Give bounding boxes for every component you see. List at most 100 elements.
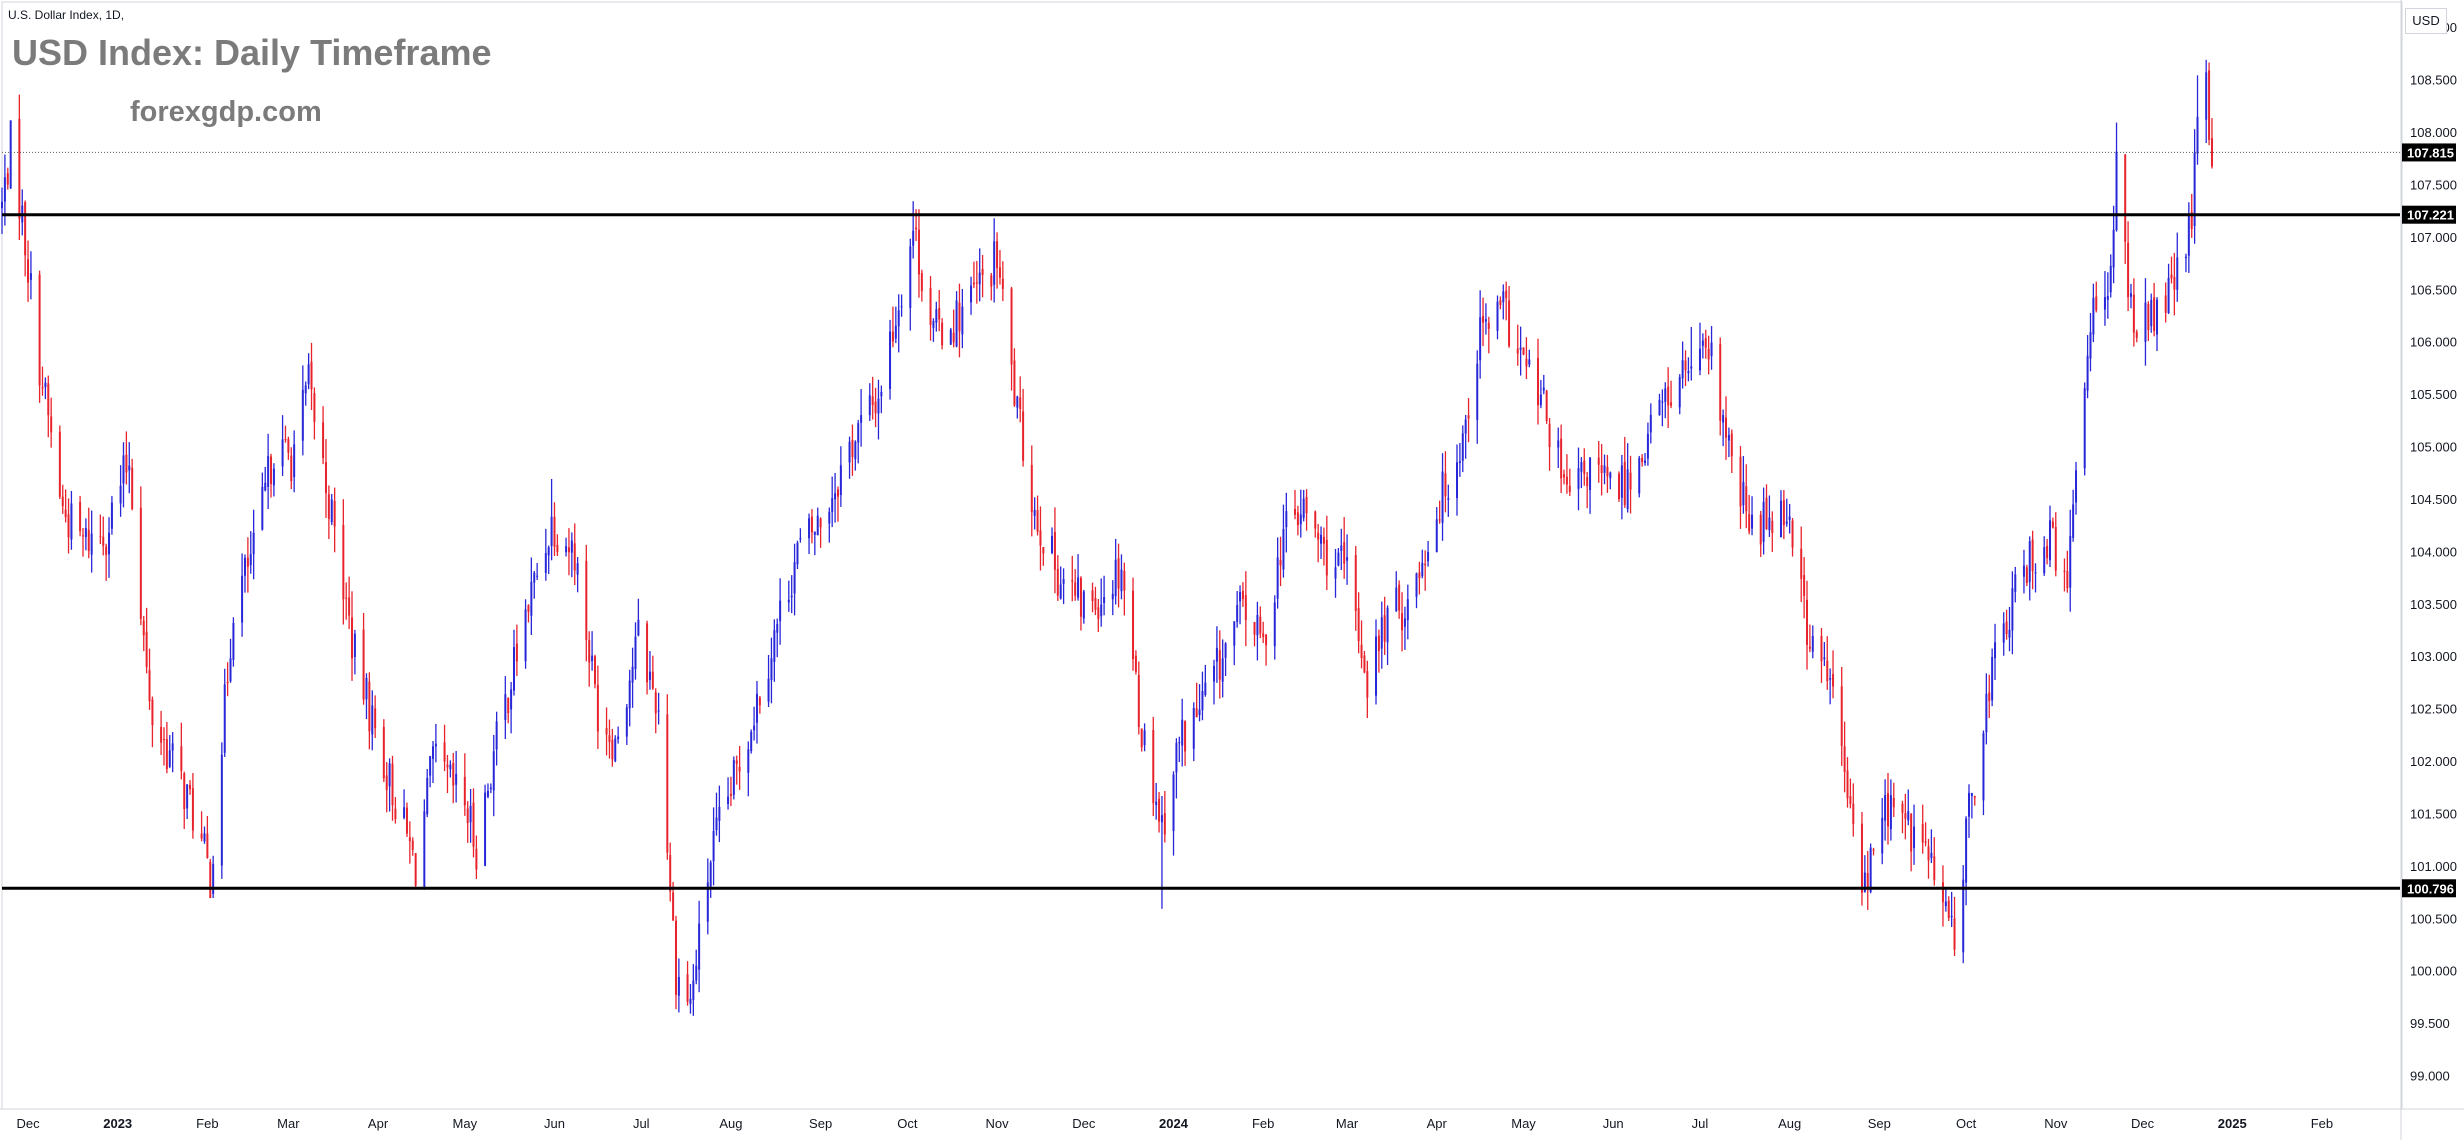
- candle-body: [1658, 399, 1661, 415]
- candle-body: [2054, 527, 2057, 571]
- candle-body: [1641, 457, 1644, 463]
- candle-body: [1016, 396, 1019, 408]
- candle-body: [1030, 464, 1033, 513]
- candle-body: [102, 536, 105, 546]
- candle-body: [1427, 552, 1430, 562]
- candle-body: [284, 439, 287, 441]
- candle-body: [388, 763, 391, 787]
- candle-body: [1872, 849, 1875, 851]
- x-tick-label: Aug: [1778, 1116, 1801, 1131]
- y-tick-label: 102.500: [2410, 702, 2457, 717]
- candle-body: [243, 557, 246, 576]
- candle-body: [1927, 846, 1930, 861]
- candle-body: [1276, 557, 1279, 599]
- candle-body: [79, 502, 82, 532]
- candle-body: [834, 493, 837, 500]
- candle-body: [1082, 591, 1085, 619]
- candle-body: [1013, 360, 1016, 406]
- candle-body: [2153, 297, 2156, 332]
- candle-body: [1667, 386, 1670, 406]
- price-axis[interactable]: 109.000108.500108.000107.500107.000106.5…: [2402, 20, 2457, 1084]
- currency-button[interactable]: USD: [2405, 8, 2447, 34]
- candle-body: [738, 767, 741, 772]
- candle-body: [1458, 461, 1461, 463]
- candle-body: [44, 382, 47, 388]
- candle-body: [1438, 519, 1441, 521]
- candle-body: [1273, 602, 1276, 647]
- candle-body: [1213, 665, 1216, 682]
- candle-body: [1256, 615, 1259, 636]
- candle-body: [2043, 547, 2046, 574]
- candle-body: [1970, 793, 1973, 796]
- candle-body: [2127, 242, 2130, 298]
- candle-body: [165, 739, 168, 770]
- candle-body: [1751, 514, 1754, 529]
- candle-body: [1111, 593, 1114, 600]
- candle-body: [313, 393, 316, 422]
- x-tick-label: Apr: [1427, 1116, 1448, 1131]
- candle-body: [920, 273, 923, 292]
- candle-body: [495, 721, 498, 750]
- candle-body: [99, 536, 102, 538]
- candle-body: [1950, 915, 1953, 918]
- candle-body: [585, 560, 588, 641]
- candle-body: [1259, 616, 1262, 634]
- candle-body: [1215, 647, 1218, 662]
- candle-body: [2187, 213, 2190, 256]
- candle-body: [330, 499, 333, 523]
- candle-body: [631, 666, 634, 683]
- candle-body: [1334, 567, 1337, 579]
- candle-body: [382, 726, 385, 779]
- candle-body: [1001, 278, 1004, 289]
- candle-body: [162, 739, 165, 741]
- candle-body: [226, 681, 229, 684]
- candle-body: [1421, 562, 1424, 577]
- candle-body: [1785, 521, 1788, 524]
- candle-body: [958, 302, 961, 332]
- candle-body: [1739, 456, 1742, 507]
- candle-body: [1563, 474, 1566, 478]
- candle-body: [1192, 707, 1195, 749]
- candle-body: [2092, 297, 2095, 335]
- candle-body: [267, 456, 270, 487]
- time-axis[interactable]: Dec 2023 Feb Mar Apr May Jun Jul Aug Sep Oct Nov Dec…: [16, 1116, 2333, 1131]
- candle-body: [1360, 644, 1363, 659]
- candle-body: [145, 631, 148, 667]
- x-tick-label: 2024: [1159, 1116, 1189, 1131]
- candle-body: [909, 246, 912, 308]
- candle-body: [368, 681, 371, 732]
- candle-body: [515, 643, 518, 662]
- candle-body: [1100, 604, 1103, 617]
- candle-body: [1296, 512, 1299, 526]
- symbol-title[interactable]: U.S. Dollar Index, 1D,: [8, 8, 125, 22]
- candle-body: [1461, 433, 1464, 461]
- candle-body: [654, 692, 657, 714]
- candle-body: [596, 684, 599, 732]
- candle-body: [1748, 514, 1751, 532]
- candle-body: [2106, 296, 2109, 300]
- candle-body: [677, 976, 680, 996]
- candle-body: [2103, 297, 2106, 310]
- candle-body: [423, 811, 426, 889]
- candle-body: [41, 387, 44, 389]
- candle-body: [1779, 500, 1782, 538]
- candle-body: [1661, 401, 1664, 403]
- y-tick-label: 102.000: [2410, 754, 2457, 769]
- candle-body: [1965, 818, 1968, 883]
- candle-body: [2066, 571, 2069, 589]
- candle-body: [148, 670, 151, 702]
- candle-body: [1137, 675, 1140, 728]
- candle-body: [1823, 657, 1826, 660]
- candle-body: [1415, 573, 1418, 597]
- candle-body: [912, 230, 915, 246]
- candle-body: [110, 502, 113, 529]
- candle-body: [1557, 440, 1560, 448]
- candle-body: [200, 833, 203, 839]
- candle-body: [1921, 823, 1924, 843]
- candle-body: [1901, 803, 1904, 813]
- candle-body: [2112, 229, 2115, 268]
- candle-body: [403, 807, 406, 818]
- candle-body: [1178, 742, 1181, 744]
